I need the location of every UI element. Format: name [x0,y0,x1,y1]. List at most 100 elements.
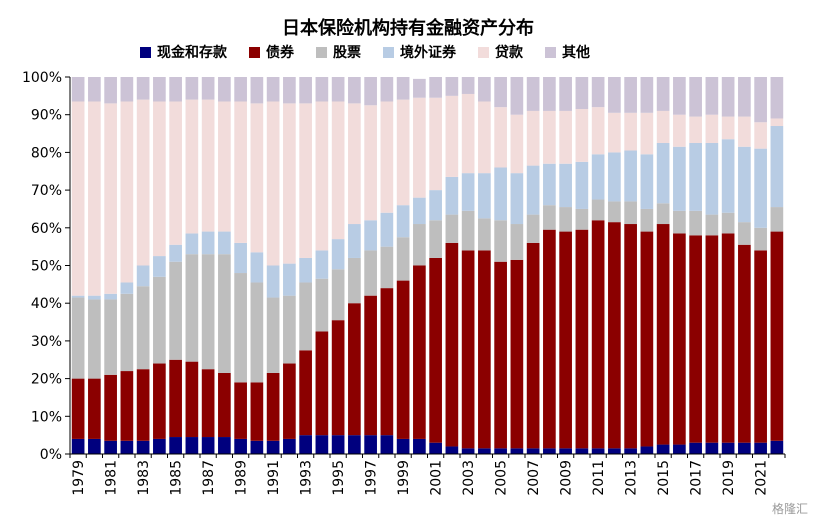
y-tick-label: 0% [40,447,62,463]
bar-segment [250,103,264,253]
legend-swatch [140,46,151,58]
bar-segment [299,350,312,436]
bar-segment [689,116,702,143]
bar-segment [266,265,280,298]
y-tick-label: 100% [22,70,62,86]
bar-segment [283,263,296,296]
bar-segment [185,99,199,234]
x-tick-label: 1979 [71,460,87,496]
y-tick-label: 10% [31,409,62,425]
bar-segment [624,224,637,449]
bar-segment [104,299,117,375]
legend-swatch [316,46,327,58]
x-tick-label: 2005 [494,460,510,496]
watermark: 格隆汇 [771,502,808,516]
bar-segment [559,231,572,449]
bar-segment [689,235,702,443]
bar-segment [656,224,670,445]
bar-segment [169,261,182,360]
bar-segment [461,77,475,94]
bar-segment [315,101,329,251]
bar-segment [201,99,215,232]
bar-segment [624,150,637,202]
bar-segment [234,273,247,383]
x-tick-label: 2017 [689,460,705,496]
bar-segment [234,77,247,102]
bar-segment [218,372,231,438]
bar-segment [738,146,751,223]
bar-segment [705,442,719,454]
bar-segment [705,214,719,236]
bar-segment [88,101,101,296]
bar-segment [201,254,215,370]
bar-segment [494,261,507,449]
bar-segment [250,382,264,441]
bar-segment [250,77,264,104]
bar-segment [575,448,589,454]
bar-segment [218,101,231,232]
bar-segment [559,77,572,111]
bar-segment [185,233,199,255]
bar-segment [494,107,507,168]
bar-segment [104,77,117,104]
bar-segment [705,114,719,143]
bar-segment [348,103,361,225]
bar-segment [169,77,182,102]
bar-segment [526,110,540,166]
bar-segment [494,77,507,108]
bar-segment [543,77,556,111]
bar-segment [770,126,784,208]
bar-segment [396,99,410,206]
bar-segment [721,233,735,443]
bar-segment [754,227,767,251]
bar-segment [575,77,589,110]
bar-segment [559,163,572,208]
bar-segment [721,442,735,454]
bar-segment [770,207,784,232]
legend-swatch [545,46,556,58]
bar-segment [299,103,312,258]
bar-segment [754,122,767,149]
bar-segment [364,77,377,106]
legend-item: 股票 [316,42,361,62]
bar-segment [413,97,426,198]
bar-segment [656,203,670,225]
bar-segment [510,173,524,225]
bar-segment [104,440,117,454]
bar-segment [575,208,589,230]
bar-segment [201,369,215,438]
bar-segment [250,252,264,283]
bar-segment [136,440,150,454]
bar-segment [283,77,296,104]
bar-segment [721,77,735,117]
bar-segment [185,361,199,438]
bar-segment [608,152,621,202]
bar-segment [478,77,491,102]
bar-segment [364,435,377,454]
bar-segment [705,142,719,215]
bar-segment [640,154,654,209]
bar-segment [673,146,686,211]
bar-segment [673,114,686,147]
bar-segment [315,331,329,436]
x-tick-label: 2001 [429,460,445,496]
bar-segment [396,438,410,454]
bar-segment [461,448,475,454]
bar-segment [478,448,491,454]
bar-segment [331,239,345,270]
bar-segment [656,142,670,204]
bar-segment [640,446,654,454]
x-tick-label: 2019 [721,460,737,496]
x-tick-label: 1991 [266,460,282,496]
bar-segment [510,77,524,115]
bar-segment [71,438,85,454]
bar-segment [526,214,540,243]
bar-segment [266,77,280,102]
bar-segment [380,77,394,102]
bar-segment [169,359,182,438]
bar-segment [136,265,150,287]
bar-segment [559,207,572,232]
bar-segment [478,173,491,219]
y-tick-label: 90% [31,108,62,124]
bar-segment [721,116,735,140]
